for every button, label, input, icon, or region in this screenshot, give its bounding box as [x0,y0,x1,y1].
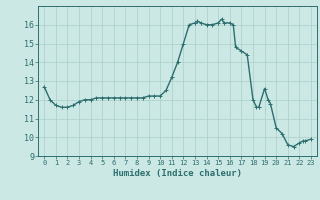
X-axis label: Humidex (Indice chaleur): Humidex (Indice chaleur) [113,169,242,178]
